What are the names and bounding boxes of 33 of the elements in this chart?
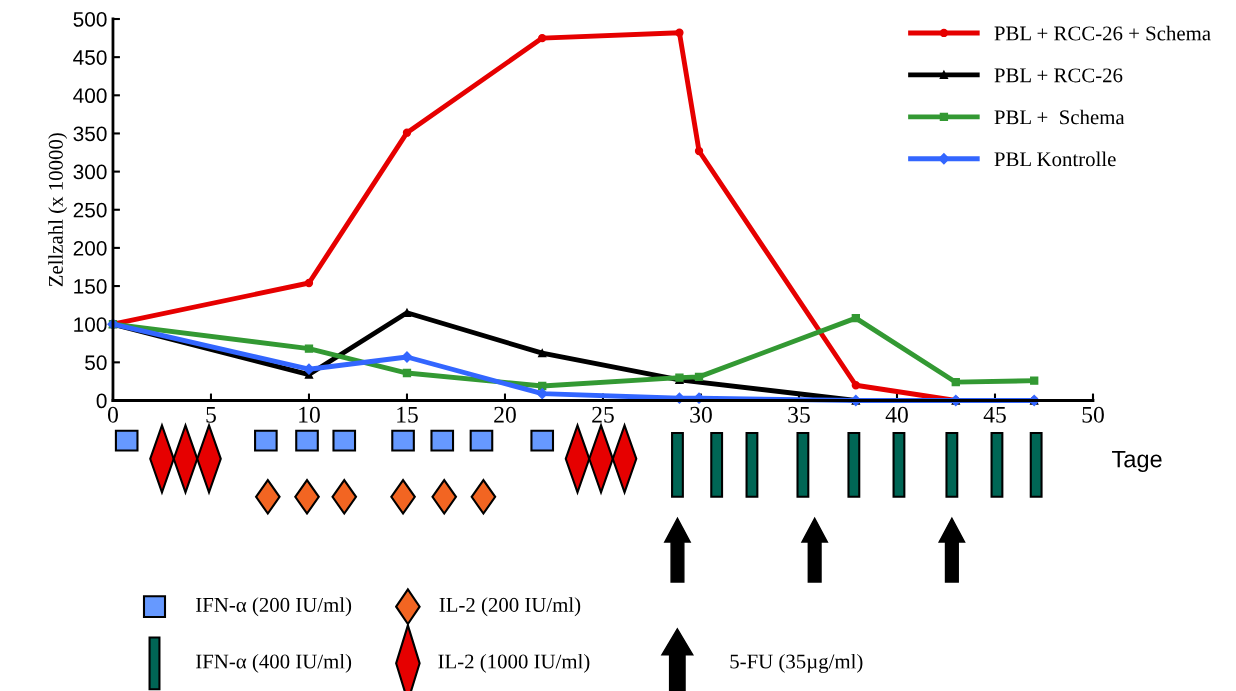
y-tick-label: 300 (73, 164, 107, 180)
y-tick-label: 50 (85, 355, 107, 371)
y-axis-title: Zellzahl (x 10000) (48, 133, 68, 287)
y-tick-label: 450 (73, 50, 107, 65)
x-axis-title: Tage (1112, 450, 1162, 473)
x-tick-label: 0 (107, 406, 118, 423)
y-tick-label: 400 (73, 88, 107, 104)
legend-label: PBL + RCC-26 (994, 68, 1123, 83)
y-tick-label: 250 (73, 202, 107, 218)
y-tick-label: 0 (96, 393, 107, 409)
text: IFN-α (400 IU/ml) (196, 653, 352, 673)
y-tick-label: 500 (73, 12, 107, 27)
legend-label: PBL Kontrolle (994, 151, 1116, 167)
text: IL-2 (200 IU/ml) (439, 597, 581, 617)
text: 5-FU (35µg/ml) (730, 653, 863, 673)
x-tick-label: 35 (788, 406, 810, 423)
y-tick-label: 350 (73, 126, 107, 142)
x-tick-label: 50 (1082, 406, 1104, 423)
x-tick-label: 30 (690, 406, 712, 423)
x-tick-label: 40 (885, 406, 908, 423)
y-tick-label: 150 (74, 279, 107, 294)
text: IL-2 (1000 IU/ml) (438, 653, 590, 673)
y-tick-label: 200 (73, 240, 107, 256)
y-tick-label: 100 (74, 317, 107, 332)
legend-label: PBL + RCC-26 + Schema (994, 25, 1211, 41)
text: IFN-α (200 IU/ml) (196, 597, 352, 617)
x-tick-label: 45 (983, 406, 1006, 423)
x-tick-label: 5 (206, 406, 216, 423)
x-tick-label: 15 (397, 406, 418, 423)
x-tick-label: 10 (299, 406, 320, 423)
legend-label: PBL + Schema (994, 109, 1125, 125)
x-tick-label: 25 (592, 406, 614, 423)
x-tick-label: 20 (494, 406, 516, 423)
